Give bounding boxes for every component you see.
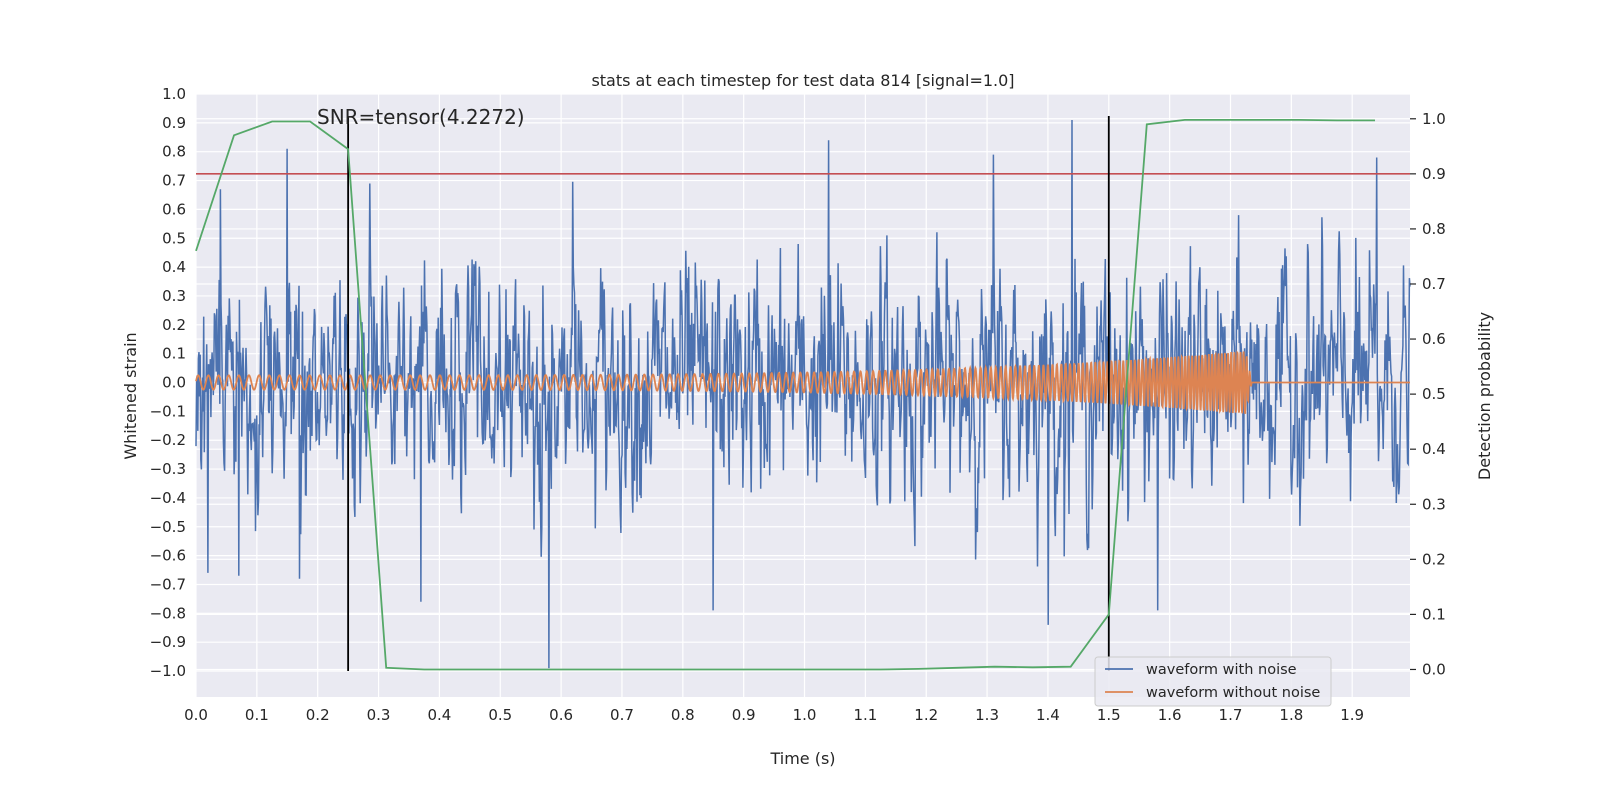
x-tick-label: 0.7 [610,706,634,724]
y-tick-label: −0.9 [150,633,186,651]
y-tick-label: 0.6 [162,200,186,218]
y2-tick-label: 0.2 [1422,550,1446,568]
y2-tick-label: 1.0 [1422,110,1446,128]
x-axis-label: Time (s) [769,749,835,768]
y-tick-label: −0.4 [150,489,186,507]
x-tick-label: 1.2 [914,706,938,724]
series-layer [195,116,1411,672]
y-tick-label: 0.1 [162,345,186,363]
y-tick-label: −0.1 [150,402,186,420]
y2-tick-label: 0.1 [1422,605,1446,623]
y-axis-ticks: 1.0 0.9 0.8 0.7 0.6 0.5 0.4 0.3 0.2 0.1 0.0 −0.1 −0.… [150,85,186,680]
x-tick-label: 1.7 [1219,706,1243,724]
legend-label-clean: waveform without noise [1146,685,1320,701]
x-tick-label: 0.5 [488,706,512,724]
x-tick-label: 0.8 [671,706,695,724]
y-tick-label: 1.0 [162,85,186,103]
y2-axis-ticks: 1.0 0.9 0.8 0.7 0.6 0.5 0.4 0.3 0.2 0.1 0.0 [1410,110,1446,678]
x-tick-label: 1.8 [1279,706,1303,724]
y-tick-label: 0.7 [162,172,186,190]
y2-tick-label: 0.3 [1422,495,1446,513]
y-axis-label: Whitened strain [121,332,140,459]
x-tick-label: 1.0 [793,706,817,724]
y-tick-label: 0.3 [162,287,186,305]
x-tick-label: 1.5 [1097,706,1121,724]
y2-tick-label: 0.9 [1422,165,1446,183]
y2-tick-label: 0.8 [1422,220,1446,238]
y2-tick-label: 0.0 [1422,660,1446,678]
y-tick-label: 0.4 [162,258,186,276]
y-tick-label: 0.2 [162,316,186,334]
series-waveform-with-noise [195,119,1411,669]
y-tick-label: −0.2 [150,431,186,449]
chart-title: stats at each timestep for test data 814… [591,71,1014,90]
x-tick-label: 0.2 [306,706,330,724]
x-axis-ticks: 0.0 0.1 0.2 0.3 0.4 0.5 0.6 0.7 0.8 0.9 1.0 1.1 1.2 1… [184,706,1364,724]
y2-tick-label: 0.6 [1422,330,1446,348]
x-tick-label: 0.6 [549,706,573,724]
series-waveform-without-noise [195,350,1410,414]
series-detection-probability [195,119,1375,671]
x-tick-label: 1.9 [1340,706,1364,724]
legend-box [1094,656,1332,707]
y-tick-label: −1.0 [150,662,186,680]
y-tick-label: 0.5 [162,229,186,247]
y-tick-label: 0.8 [162,143,186,161]
x-tick-label: 1.6 [1158,706,1182,724]
x-tick-label: 0.0 [184,706,208,724]
y-tick-label: −0.6 [150,547,186,565]
y2-tick-label: 0.7 [1422,275,1446,293]
x-tick-label: 0.1 [245,706,269,724]
y2-axis-label: Detection probability [1475,312,1494,480]
x-tick-label: 1.1 [853,706,877,724]
y-tick-label: −0.3 [150,460,186,478]
y-tick-label: 0.9 [162,114,186,132]
legend-label-noise: waveform with noise [1146,662,1297,678]
snr-annotation: SNR=tensor(4.2272) [317,105,525,129]
y-tick-label: −0.5 [150,518,186,536]
y-tick-label: 0.0 [162,374,186,392]
y2-tick-label: 0.4 [1422,440,1446,458]
y-tick-label: −0.8 [150,604,186,622]
y-tick-label: −0.7 [150,575,186,593]
x-tick-label: 0.9 [732,706,756,724]
legend: waveform with noise waveform without noi… [1094,656,1332,707]
x-tick-label: 1.4 [1036,706,1060,724]
x-tick-label: 0.4 [427,706,451,724]
y2-tick-label: 0.5 [1422,385,1446,403]
x-tick-label: 0.3 [367,706,391,724]
x-tick-label: 1.3 [975,706,999,724]
